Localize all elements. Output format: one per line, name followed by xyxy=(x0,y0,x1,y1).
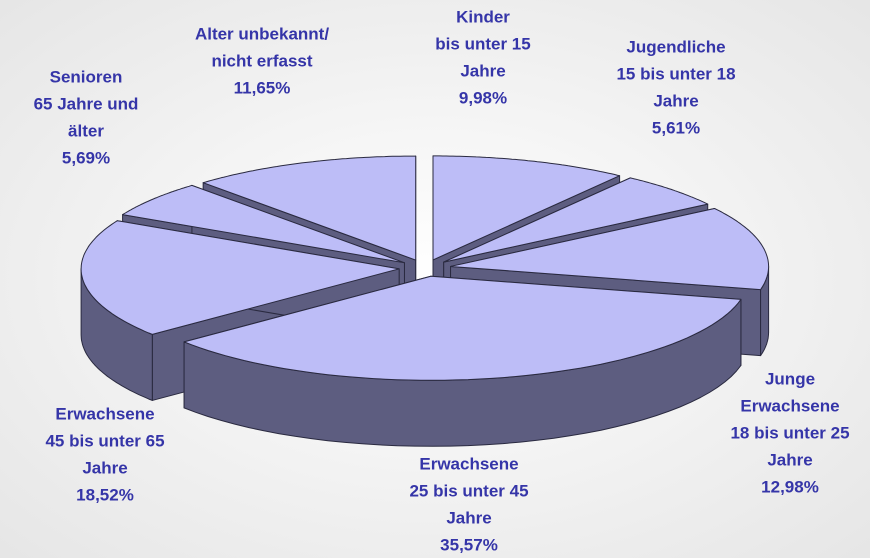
slice-label: 25 bis unter 45 xyxy=(409,481,528,500)
slice-label: 18 bis unter 25 xyxy=(730,423,849,442)
slice-top xyxy=(432,155,621,261)
slice-top xyxy=(443,177,709,263)
slice-label: Alter unbekannt/ xyxy=(195,24,329,43)
slice-label: Erwachsene xyxy=(419,454,518,473)
slice-top xyxy=(450,208,770,291)
slice-label: Jugendliche xyxy=(626,37,725,56)
slice-top xyxy=(122,184,405,264)
slice-value-label: 18,52% xyxy=(76,485,134,504)
slice-label: Jahre xyxy=(446,508,491,527)
slice-label: Kinder xyxy=(456,7,510,26)
slice-label: Jahre xyxy=(767,450,812,469)
slice-label: Erwachsene xyxy=(740,396,839,415)
slice-label: Jahre xyxy=(82,458,127,477)
slice-label: 15 bis unter 18 xyxy=(616,64,735,83)
slice-value-label: 12,98% xyxy=(761,477,819,496)
slice-label: 65 Jahre und xyxy=(34,94,139,113)
slice-label: 45 bis unter 65 xyxy=(45,431,164,450)
slice-label: Jahre xyxy=(460,61,505,80)
slice-label: Jahre xyxy=(653,91,698,110)
slice-value-label: 35,57% xyxy=(440,535,498,554)
slice-value-label: 11,65% xyxy=(234,78,291,97)
slice-value-label: 5,69% xyxy=(62,148,110,167)
slice-value-label: 5,61% xyxy=(652,118,700,137)
slice-label: Erwachsene xyxy=(55,404,154,423)
slice-label: Junge xyxy=(765,369,815,388)
slice-label: bis unter 15 xyxy=(435,34,530,53)
slice-top xyxy=(80,220,400,335)
slice-value-label: 9,98% xyxy=(459,88,507,107)
slice xyxy=(183,275,742,447)
slice-top xyxy=(202,155,417,261)
slice-label: nicht erfasst xyxy=(211,51,312,70)
slice-label: Senioren xyxy=(50,67,123,86)
slice-label: älter xyxy=(68,121,104,140)
slice-top xyxy=(183,275,742,381)
